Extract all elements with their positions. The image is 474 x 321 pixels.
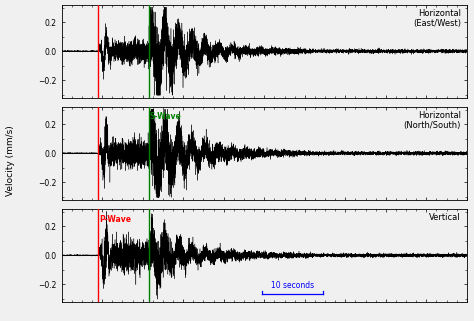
Text: Velocity (mm/s): Velocity (mm/s) [6, 125, 15, 196]
Text: P-Wave: P-Wave [99, 214, 131, 223]
Text: Horizontal
(East/West): Horizontal (East/West) [413, 9, 461, 28]
Text: S-Wave: S-Wave [150, 112, 182, 121]
Text: Vertical: Vertical [429, 213, 461, 222]
Text: 10 seconds: 10 seconds [271, 281, 314, 290]
Text: Horizontal
(North/South): Horizontal (North/South) [403, 111, 461, 130]
